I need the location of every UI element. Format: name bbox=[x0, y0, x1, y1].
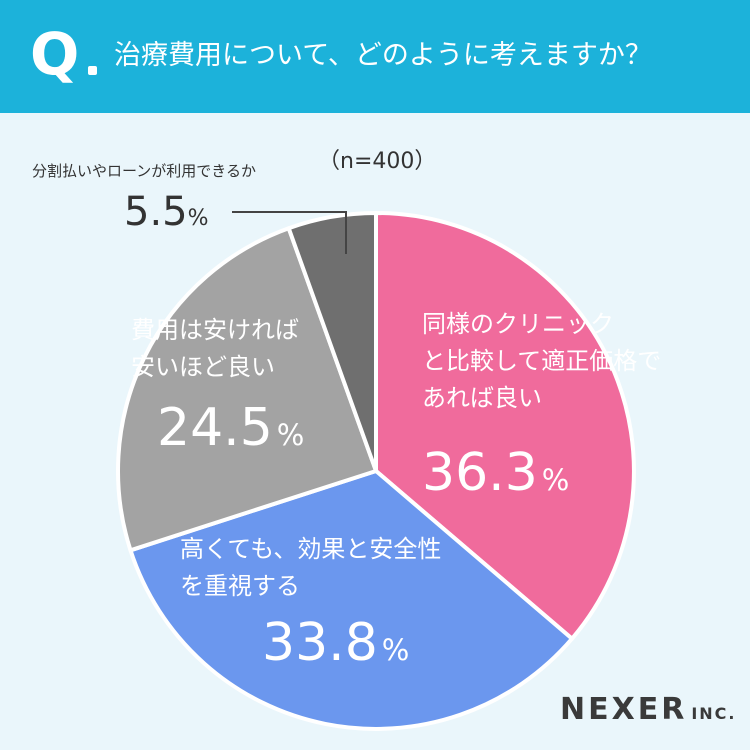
slice-value-appropriate-price: 36.3% bbox=[422, 443, 569, 503]
pie-slice-appropriate-price bbox=[374, 211, 636, 641]
slice-label-installment: 分割払いやローンが利用できるか bbox=[32, 162, 256, 180]
header-bar bbox=[0, 0, 750, 113]
pie-slice-effect-safety bbox=[128, 469, 574, 731]
slice-label-effect-safety: 高くても、効果と安全性 bbox=[180, 535, 441, 563]
slice-label-cheaper-better: 費用は安ければ bbox=[131, 316, 299, 344]
leader-line-installment bbox=[232, 211, 347, 254]
slice-label-appropriate-price: と比較して適正価格で bbox=[422, 347, 661, 375]
slice-value-effect-safety: 33.8% bbox=[262, 613, 409, 673]
slice-label-cheaper-better: 安いほど良い bbox=[131, 353, 275, 381]
sample-size: （n=400） bbox=[318, 149, 437, 174]
pie-slice-cheaper-better bbox=[116, 226, 378, 553]
slice-label-appropriate-price: あれば良い bbox=[422, 384, 542, 412]
slice-value-cheaper-better: 24.5% bbox=[157, 398, 304, 458]
q-mark: Q bbox=[30, 20, 80, 88]
question-title: 治療費用について、どのように考えますか？ bbox=[114, 40, 652, 71]
slice-value-installment: 5.5% bbox=[124, 189, 209, 235]
brand-logo: NEXER INC. bbox=[560, 692, 737, 727]
pie-slice-installment bbox=[286, 210, 378, 473]
slice-label-effect-safety: を重視する bbox=[180, 572, 300, 600]
slice-label-appropriate-price: 同様のクリニック bbox=[422, 310, 614, 338]
q-dot bbox=[88, 66, 97, 75]
